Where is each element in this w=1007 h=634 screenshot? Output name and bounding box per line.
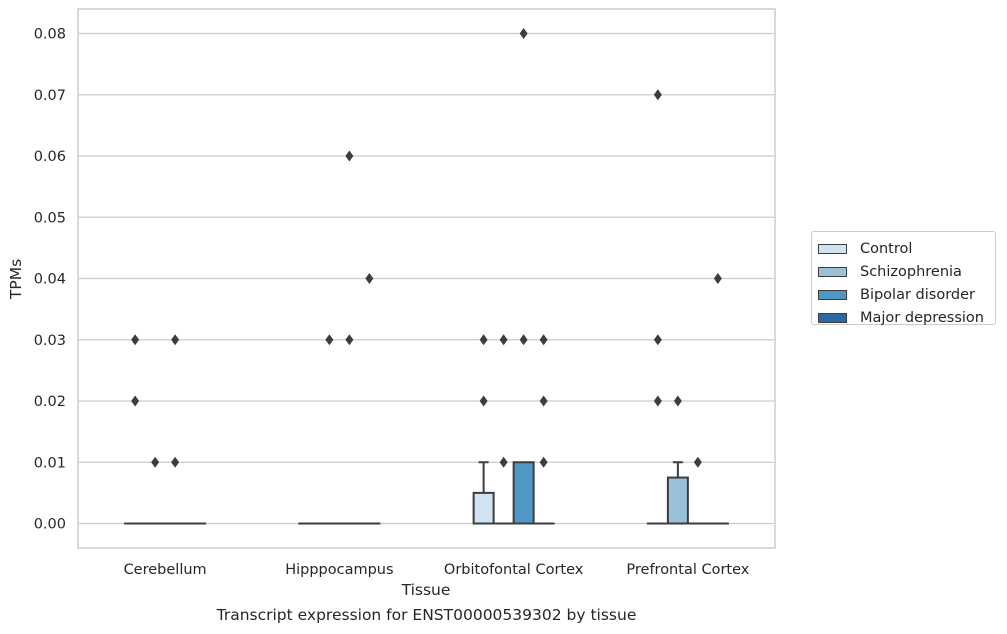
- box-group: [666, 395, 689, 525]
- legend: Control Schizophrenia Bipolar disorder M…: [811, 231, 996, 326]
- box: [512, 461, 535, 525]
- box-group: [164, 334, 187, 525]
- box: [666, 476, 689, 525]
- outlier-point: [519, 334, 528, 346]
- box-group: [318, 334, 341, 525]
- legend-swatch-major-depression: [818, 312, 847, 323]
- box-group: [124, 334, 147, 525]
- y-tick-labels: 0.00 0.01 0.02 0.03 0.04 0.05 0.06 0.07 0.08: [34, 27, 66, 533]
- legend-item-bipolar-disorder: Bipolar disorder: [818, 283, 995, 306]
- legend-swatch-bipolar-disorder: [818, 289, 847, 300]
- plot-area: [124, 28, 729, 525]
- legend-item-schizophrenia: Schizophrenia: [818, 260, 995, 283]
- box-group: [144, 456, 167, 525]
- box-group: [492, 334, 515, 525]
- y-tick-label: 0.02: [34, 394, 66, 410]
- legend-label-bipolar-disorder: Bipolar disorder: [860, 286, 975, 303]
- outlier-point: [653, 334, 662, 346]
- legend-label-schizophrenia: Schizophrenia: [860, 263, 962, 280]
- x-tick-label: Orbitofontal Cortex: [444, 562, 584, 578]
- outlier-point: [693, 456, 702, 468]
- outlier-point: [151, 456, 160, 468]
- y-tick-label: 0.05: [34, 210, 66, 226]
- x-tick-label: Cerebellum: [124, 562, 207, 578]
- legend-swatch-schizophrenia: [818, 266, 847, 277]
- outlier-point: [499, 334, 508, 346]
- outlier-point: [653, 89, 662, 101]
- outlier-point: [479, 395, 488, 407]
- y-tick-label: 0.01: [34, 455, 66, 471]
- y-axis-label: TPMs: [7, 259, 25, 300]
- outlier-point: [365, 273, 374, 284]
- outlier-point: [325, 334, 334, 346]
- outlier-point: [713, 273, 722, 284]
- y-tick-label: 0.06: [34, 149, 66, 165]
- outlier-point: [479, 334, 488, 346]
- legend-label-major-depression: Major depression: [860, 309, 984, 326]
- outlier-point: [539, 334, 548, 346]
- chart-caption: Transcript expression for ENST0000053930…: [216, 606, 637, 624]
- outlier-point: [345, 334, 354, 346]
- box-group: [338, 150, 361, 525]
- box-group: [686, 456, 709, 525]
- box-group: [646, 89, 669, 525]
- x-tick-labels: Cerebellum Hipppocampus Orbitofontal Corte…: [124, 562, 750, 578]
- legend-swatch-control: [818, 243, 847, 254]
- box-group: [358, 273, 381, 525]
- box-group: [706, 273, 729, 525]
- outlier-point: [499, 456, 508, 468]
- x-tick-label: Hipppocampus: [285, 562, 393, 578]
- outlier-point: [171, 334, 180, 346]
- outlier-point: [673, 395, 682, 407]
- outlier-point: [171, 456, 180, 468]
- outlier-point: [539, 395, 548, 407]
- y-tick-label: 0.07: [34, 88, 66, 104]
- outlier-point: [345, 150, 354, 162]
- box-group: [532, 334, 555, 525]
- grid-lines: [78, 32, 775, 525]
- box-group: [512, 28, 535, 525]
- y-tick-label: 0.00: [34, 517, 66, 533]
- outlier-point: [131, 334, 140, 346]
- legend-item-major-depression: Major depression: [818, 306, 995, 329]
- y-tick-label: 0.03: [34, 333, 66, 349]
- outlier-point: [539, 456, 548, 468]
- x-tick-label: Prefrontal Cortex: [626, 562, 749, 578]
- outlier-point: [131, 395, 140, 407]
- box: [472, 491, 495, 525]
- y-tick-label: 0.08: [34, 27, 66, 43]
- axes-frame: [77, 8, 776, 549]
- y-tick-label: 0.04: [34, 272, 66, 288]
- legend-label-control: Control: [860, 240, 913, 257]
- legend-item-control: Control: [818, 237, 995, 260]
- outlier-point: [653, 395, 662, 407]
- axes-border: [77, 8, 776, 549]
- outlier-point: [519, 28, 528, 39]
- box-group: [472, 334, 495, 525]
- x-axis-label: Tissue: [401, 581, 451, 599]
